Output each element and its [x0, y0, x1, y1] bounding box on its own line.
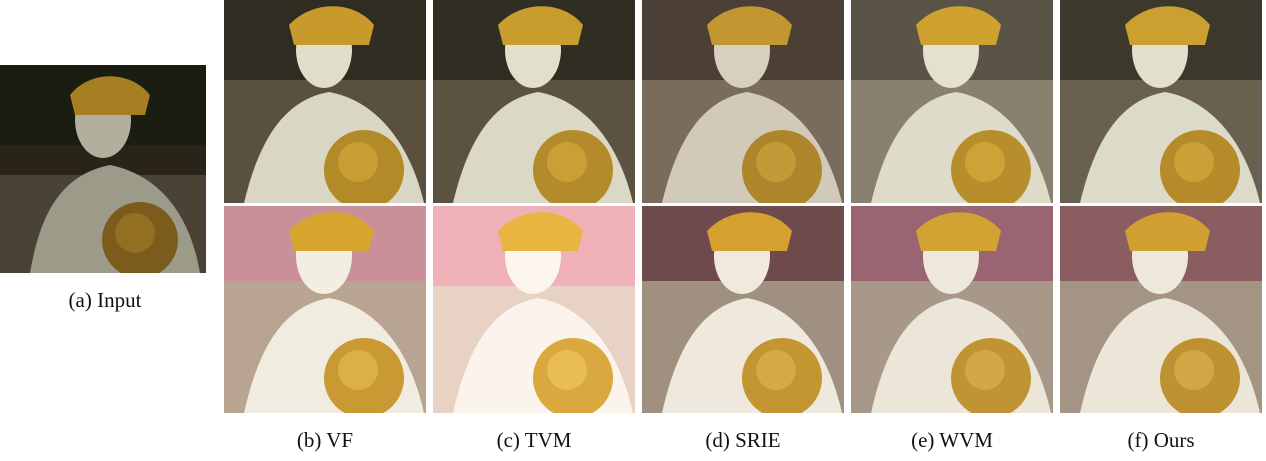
- input-image: [0, 65, 206, 273]
- caption-tvm: (c) TVM: [496, 428, 572, 452]
- caption-vf: (b) VF: [296, 428, 354, 452]
- vf-bottom-image: [224, 206, 426, 413]
- srie-top-image: [642, 0, 844, 203]
- caption-srie: (d) SRIE: [705, 428, 781, 452]
- wvm-top-image: [851, 0, 1053, 203]
- tvm-bottom-image: [433, 206, 635, 413]
- caption-wvm: (e) WVM: [911, 428, 993, 452]
- srie-bottom-image: [642, 206, 844, 413]
- ours-bottom-image: [1060, 206, 1262, 413]
- tvm-top-image: [433, 0, 635, 203]
- wvm-bottom-image: [851, 206, 1053, 413]
- vf-top-image: [224, 0, 426, 203]
- caption-ours: (f) Ours: [1127, 428, 1195, 452]
- caption-input: (a) Input: [68, 288, 142, 312]
- ours-top-image: [1060, 0, 1262, 203]
